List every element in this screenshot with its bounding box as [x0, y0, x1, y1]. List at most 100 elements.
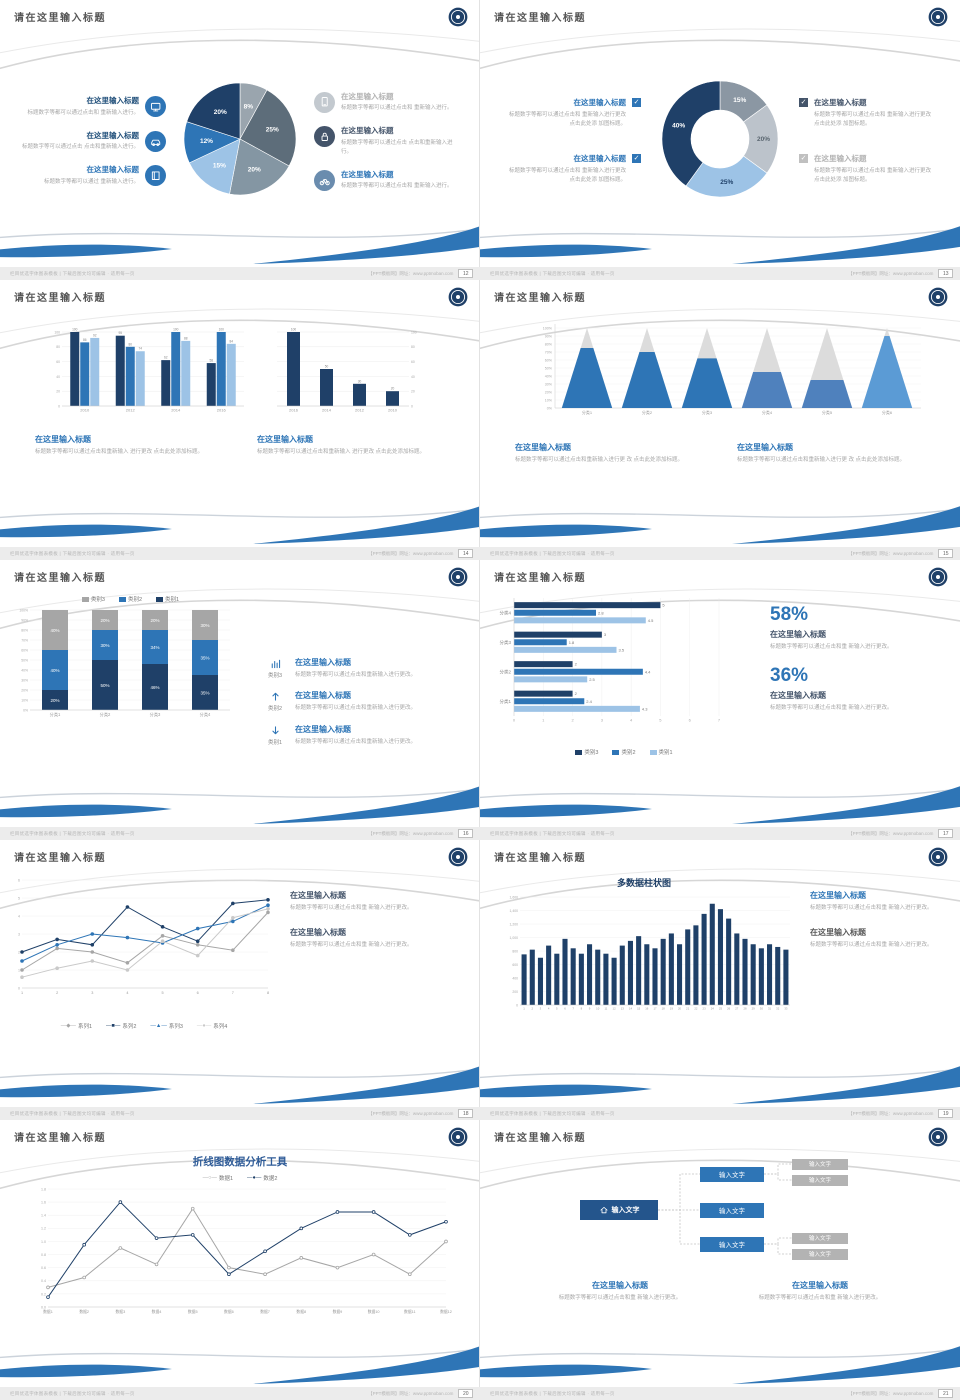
stat-heading: 在这里输入标题 [770, 630, 826, 639]
chart-legend: —◆— 系列1 —■— 系列2 —▲— 系列3 —●— 系列4 [8, 1022, 280, 1030]
block-heading: 在这里输入标题 [35, 435, 91, 444]
slide-title: 请在这里输入标题 [494, 293, 586, 304]
slide-footer: 栏目优选字体图表模板 | 下载后图文均可编辑 · 适用每一页 【PPT模板网】网… [480, 547, 960, 560]
line-chart: 0.0 0.2 0.4 0.6 0.8 1.0 1.2 1.4 1.6 1.8 数据1 数据2 数据3 数… [41, 1187, 452, 1314]
svg-text:分类4: 分类4 [499, 609, 511, 616]
svg-text:6: 6 [689, 718, 692, 723]
svg-text:30%: 30% [545, 382, 553, 386]
school-logo-icon [928, 847, 948, 867]
svg-text:30%: 30% [200, 623, 209, 628]
text-block: 在这里输入标题 标题数字等都可以通过点击和重新输入进行更 改 点击此处添加标题。 [515, 442, 703, 465]
checkbox-icon: ✓ [632, 98, 641, 108]
item-text: 在这里输入标题 标题数字等都可以通过点击和 重新输入进行更改 点击此处添 加图标题… [508, 153, 626, 185]
slide-title: 请在这里输入标题 [14, 13, 106, 24]
svg-text:6: 6 [18, 878, 20, 882]
svg-text:4: 4 [630, 718, 633, 723]
svg-text:34%: 34% [150, 645, 159, 650]
svg-text:数据9: 数据9 [333, 1309, 343, 1314]
svg-text:1.2: 1.2 [41, 1227, 46, 1231]
svg-text:15%: 15% [213, 162, 226, 169]
svg-text:1,200: 1,200 [509, 922, 518, 926]
svg-text:2016: 2016 [216, 408, 226, 413]
page-number: 20 [458, 1389, 473, 1398]
callout-heading: 在这里输入标题 [341, 91, 394, 101]
callout-list: 类别3 在这里输入标题 标题数字等都可以通过点击和重新输入进行更改。 类别2 在这里输入… [263, 592, 468, 812]
icon-block: 类别2 [263, 690, 287, 712]
svg-text:1: 1 [542, 718, 545, 723]
block-body: 标题数字等都可以通过点击和重 新输入进行更改。 [290, 942, 413, 949]
svg-text:1: 1 [21, 991, 23, 995]
svg-text:2: 2 [56, 991, 58, 995]
svg-text:100%: 100% [19, 608, 28, 612]
svg-text:8: 8 [267, 991, 269, 995]
flow-box-label: 输入文字 [808, 1252, 831, 1258]
legend-item: —▲— 系列3 [150, 1022, 183, 1030]
footer-site: 【PPT模板网】网址：www.pptmoban.com [368, 270, 454, 276]
svg-text:80: 80 [411, 345, 415, 349]
callout-item: 在这里输入标题 标题数字等可以通过点击 点击和重新输入进行。 [14, 130, 166, 153]
checkbox-icon: ✓ [799, 98, 808, 108]
text-block: 在这里输入标题 标题数字等都可以通过点击和重新输入进行更改。 [295, 657, 468, 680]
school-logo-icon [448, 287, 468, 307]
footer-site: 【PPT模板网】网址：www.pptmoban.com [848, 550, 934, 556]
hbar-chart: 0 1 2 3 4 5 6 7 5 2.8 4.5 分类4 3 1.8 3.5 分类3 2 4.4 2.5 分类2 2 2… [499, 598, 721, 723]
svg-text:数据7: 数据7 [260, 1309, 270, 1314]
block-heading: 在这里输入标题 [295, 724, 351, 734]
pie-layout: 在这里输入标题 标题数字等都可以通过点击和 重新输入进行。 在这里输入标题 标题数字等… [0, 30, 480, 252]
svg-text:1.8: 1.8 [41, 1187, 46, 1191]
svg-text:100%: 100% [543, 326, 553, 330]
school-logo-icon [928, 7, 948, 27]
slide-body: 0 1 2 3 4 5 6 7 5 2.8 4.5 分类4 3 1.8 3.5 分类3 2 4.4 2.5 分类2 2 2… [480, 590, 960, 812]
svg-text:40%: 40% [50, 668, 59, 673]
legend-label: 类别3 [584, 750, 599, 756]
svg-text:分类3: 分类3 [702, 409, 713, 415]
callout-item: 类别3 在这里输入标题 标题数字等都可以通过点击和重新输入进行更改。 [263, 657, 468, 680]
legend-label: 系列2 [122, 1024, 137, 1030]
block-heading: 在这里输入标题 [295, 691, 351, 701]
icon-tag: 类别1 [267, 739, 283, 746]
svg-text:1,600: 1,600 [509, 895, 518, 899]
svg-text:2.8: 2.8 [598, 610, 604, 615]
stacked-bar-chart: 0% 10% 20% 30% 40% 50% 60% 70% 80% 90% 100% 20% 40% 4… [19, 608, 230, 718]
legend-item: —◆— 系列1 [61, 1022, 92, 1030]
chart-legend: 类别3 类别2 类别1 [488, 748, 760, 756]
svg-text:数据11: 数据11 [404, 1309, 416, 1314]
slide-18: 请在这里输入标题 0 1 2 3 4 5 6 1 2 3 4 5 6 7 8 —◆— 系列1 —■— 系列2 —▲— 系… [0, 839, 481, 1121]
svg-text:数据1: 数据1 [43, 1309, 53, 1314]
stat-value: 58% [770, 604, 809, 625]
svg-text:14: 14 [628, 1007, 632, 1011]
svg-text:4: 4 [547, 1007, 549, 1011]
svg-text:1.8: 1.8 [569, 640, 575, 645]
icon-block: 类别3 [263, 657, 287, 679]
checkbox-icon: ✓ [799, 154, 808, 163]
page-number: 13 [938, 269, 953, 278]
text-block: 在这里输入标题 标题数字等都可以通过点击和重 新输入进行更改。 [745, 1280, 895, 1303]
svg-text:0.4: 0.4 [41, 1279, 46, 1283]
lock-icon [314, 126, 335, 148]
footer-site: 【PPT模板网】网址：www.pptmoban.com [368, 550, 454, 556]
callout-item: 在这里输入标题 标题数字等都可以通过点击和 重新输入进行。 [314, 169, 466, 192]
svg-text:40: 40 [411, 375, 415, 379]
block-body: 标题数字等都可以通过点击和重新输入进行更改。 [295, 705, 417, 712]
school-logo-icon [448, 7, 468, 27]
legend-marker: —○— [202, 1175, 217, 1181]
book-icon [145, 165, 166, 187]
svg-text:1.0: 1.0 [41, 1240, 46, 1244]
svg-text:22: 22 [694, 1007, 698, 1011]
legend-item: 类别1 [156, 595, 179, 603]
svg-text:20: 20 [56, 390, 60, 394]
school-logo-icon [928, 1127, 948, 1147]
text-block: 在这里输入标题 标题数字等都可以通过点击和重新输入进行更改。 [295, 724, 468, 747]
slide-title: 请在这里输入标题 [494, 853, 586, 864]
pie-chart: 8% 25% 20% 15% 12% 20% [170, 69, 310, 214]
flow-box-label: 输入文字 [808, 1178, 831, 1184]
svg-text:9: 9 [588, 1007, 590, 1011]
svg-text:12%: 12% [200, 138, 213, 145]
legend-label: 系列4 [213, 1024, 228, 1030]
check-item: ✓ 在这里输入标题 标题数字等都可以通过点击和 重新输入进行更改 点击此处添 加图标… [799, 153, 949, 185]
svg-text:4.3: 4.3 [642, 706, 648, 711]
callout-heading: 在这里输入标题 [341, 126, 394, 136]
text-block: 在这里输入标题 标题数字等都可以通过点击和重新输入进行更 改 点击此处添加标题。 [737, 442, 925, 465]
slide-title: 请在这里输入标题 [494, 1133, 586, 1144]
